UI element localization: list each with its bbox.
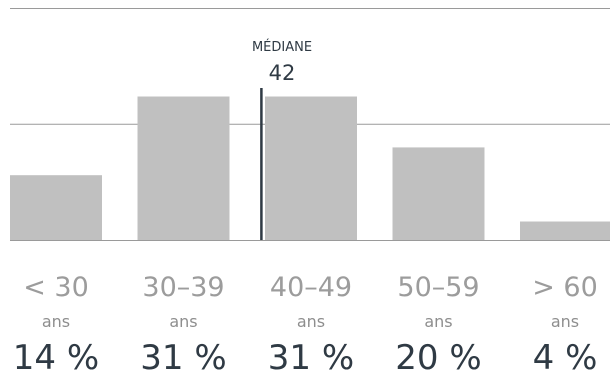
- median-value: 42: [269, 61, 296, 85]
- bars: [10, 96, 610, 240]
- category-label-1: < 30: [23, 272, 89, 303]
- bar-3: [265, 96, 357, 240]
- category-label-5: > 60: [532, 272, 598, 303]
- bar-1: [10, 175, 102, 240]
- unit-label-2: ans: [169, 312, 197, 331]
- unit-label-4: ans: [424, 312, 452, 331]
- unit-label-5: ans: [551, 312, 579, 331]
- category-label-2: 30–39: [142, 272, 224, 303]
- category-labels: < 30 ans 14 % 30–39 ans 31 % 40–49 ans 31 % 50–59…: [13, 272, 598, 378]
- value-label-4: 20 %: [395, 338, 481, 378]
- value-label-3: 31 %: [268, 338, 354, 378]
- category-label-4: 50–59: [397, 272, 479, 303]
- category-label-3: 40–49: [270, 272, 352, 303]
- value-label-5: 4 %: [533, 338, 598, 378]
- bar-2: [137, 96, 230, 240]
- unit-label-3: ans: [297, 312, 325, 331]
- bar-5: [520, 221, 610, 240]
- unit-label-1: ans: [42, 312, 70, 331]
- value-label-2: 31 %: [140, 338, 226, 378]
- value-label-1: 14 %: [13, 338, 99, 378]
- bar-4: [392, 147, 485, 240]
- median-marker: MÉDIANE 42: [252, 39, 312, 240]
- median-title: MÉDIANE: [252, 39, 312, 55]
